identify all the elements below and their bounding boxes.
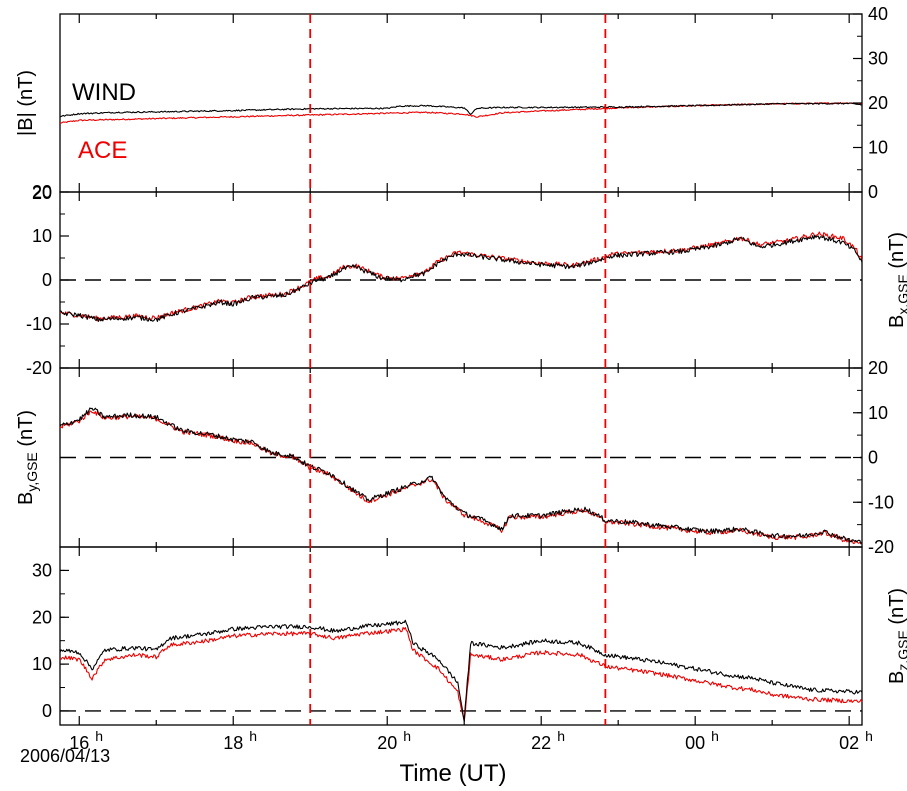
x-tick-label: 22 xyxy=(531,733,551,753)
axis-title-main: B xyxy=(886,315,907,328)
panel-B-ace-line xyxy=(59,102,863,124)
panel-Bz-y-tick-label: 30 xyxy=(32,560,52,580)
x-tick-sup: h xyxy=(95,728,103,744)
panel-Bz-wind-line xyxy=(59,619,863,722)
panel-B-y-tick-label: 40 xyxy=(868,4,888,24)
panel-B-wind-line xyxy=(59,102,863,118)
x-tick-sup: h xyxy=(865,728,873,744)
panel-Bx-y-tick-label: 10 xyxy=(32,226,52,246)
x-tick-sup: h xyxy=(557,728,565,744)
panel-Bx-ace-line xyxy=(59,231,863,322)
axis-title-unit: (nT) xyxy=(15,410,37,452)
x-tick-sup: h xyxy=(249,728,257,744)
panel-Bx-y-tick-label: -20 xyxy=(26,358,52,378)
legend-wind-label: WIND xyxy=(72,79,136,106)
legend-ace-label: ACE xyxy=(78,137,127,164)
panel-Bz-y-tick-label: 20 xyxy=(32,607,52,627)
panel-B-y-tick-label: 10 xyxy=(868,138,888,158)
x-tick-sup: h xyxy=(711,728,719,744)
panel-Bz: 0 10 20 30 Bz,GSE (nT) xyxy=(32,546,907,726)
x-tick-sup: h xyxy=(403,728,411,744)
panel-By-y-tick-label: -20 xyxy=(868,537,894,557)
x-tick-label: 18 xyxy=(223,733,243,753)
axis-title-unit: (nT) xyxy=(886,232,907,274)
axis-title-main: B xyxy=(15,492,37,505)
axis-title-sub: y,GSE xyxy=(24,452,40,491)
date-label: 2006/04/13 xyxy=(20,746,110,766)
panel-Bz-ace-line xyxy=(59,626,863,723)
panel-By-wind-line xyxy=(59,407,863,545)
panel-By-axis-title: By,GSE (nT) xyxy=(15,410,40,505)
axis-title-sub: x,GSE xyxy=(895,274,907,314)
panel-Bz-y-tick-label: 10 xyxy=(32,654,52,674)
panel-By-y-tick-label: 10 xyxy=(868,403,888,423)
panel-By-ace-line xyxy=(59,410,863,545)
panel-B-y-tick-label: 0 xyxy=(868,182,878,202)
panel-B-y-tick-label: 30 xyxy=(868,49,888,69)
panel-Bx-y-tick-label: 0 xyxy=(42,270,52,290)
x-axis-title: Time (UT) xyxy=(399,760,506,787)
x-tick-label: 02 xyxy=(839,733,859,753)
panel-Bx: -20 -10 0 10 20 Bx,GSE (nT) xyxy=(26,182,907,378)
panel-By-y-tick-label: -10 xyxy=(868,492,894,512)
panel-B-left-tick-label: 20 xyxy=(32,183,52,203)
panel-By-y-tick-label: 20 xyxy=(868,358,888,378)
panel-By-y-tick-label: 0 xyxy=(868,448,878,468)
panel-Bx-y-tick-label: 20 xyxy=(32,182,52,202)
x-tick-label: 00 xyxy=(685,733,705,753)
panel-B-y-tick-label: 20 xyxy=(868,93,888,113)
panel-Bx-y-tick-label: -10 xyxy=(26,314,52,334)
panel-Bx-axis-title: Bx,GSE (nT) xyxy=(886,232,907,328)
axis-title-unit: (nT) xyxy=(886,588,907,630)
x-tick-label: 16 xyxy=(69,733,89,753)
panel-B-axis-title: |B| (nT) xyxy=(15,70,37,136)
panel-Bz-y-tick-label: 0 xyxy=(42,701,52,721)
panel-B-frame xyxy=(59,13,863,193)
panel-Bz-frame xyxy=(59,546,863,726)
x-tick-label: 20 xyxy=(377,733,397,753)
panel-Bz-axis-title: Bz,GSE (nT) xyxy=(886,588,907,684)
panel-B: 0 10 20 30 40 |B| (nT) xyxy=(15,4,888,202)
panel-By: -20 -10 0 10 20 By,GSE (nT) xyxy=(15,358,894,557)
panel-Bx-wind-line xyxy=(60,234,863,322)
axis-title-sub: z,GSE xyxy=(895,630,907,670)
axis-title-main: B xyxy=(886,671,907,684)
